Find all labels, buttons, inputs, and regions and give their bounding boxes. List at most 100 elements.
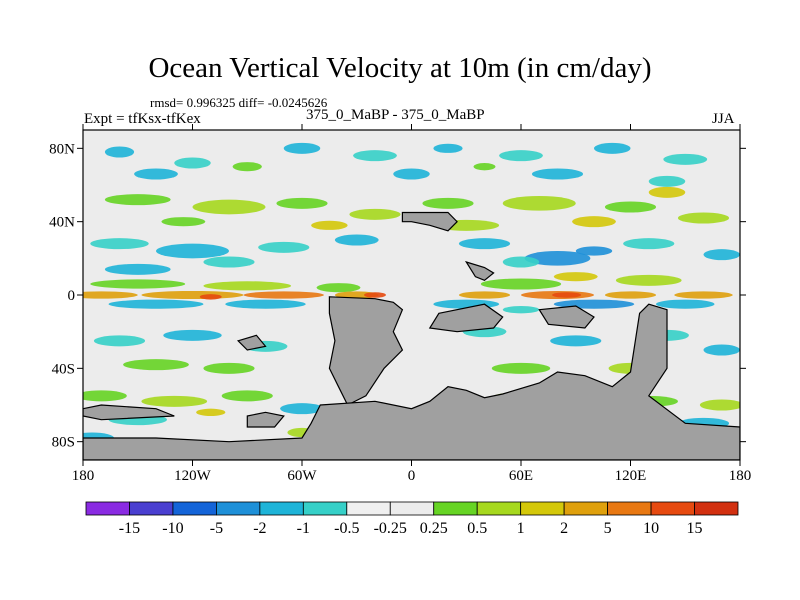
x-tick-label-2: 60W — [287, 468, 317, 484]
field-patch-39 — [90, 279, 186, 289]
field-patch-37 — [575, 246, 613, 256]
land-mass-6 — [428, 303, 504, 333]
y-tick-label-2: 0 — [68, 288, 76, 304]
field-patch-9 — [393, 168, 430, 180]
colorbar-swatch-0 — [85, 501, 130, 516]
field-patch-3 — [353, 150, 397, 162]
field-patch-34 — [703, 249, 740, 261]
land-mass-2 — [83, 404, 175, 421]
colorbar-swatch-6 — [346, 501, 391, 516]
field-patch-85 — [196, 408, 226, 417]
colorbar-swatch-11 — [563, 501, 609, 516]
field-patch-56 — [108, 299, 204, 309]
field-patch-30 — [334, 234, 379, 246]
field-patch-57 — [225, 299, 306, 309]
field-patch-6 — [594, 142, 631, 154]
field-patch-42 — [480, 278, 562, 290]
colorbar-label-10: 2 — [560, 520, 568, 537]
land-mass-8 — [236, 334, 267, 351]
field-patch-27 — [90, 238, 149, 250]
y-tick-label-3: 40S — [52, 361, 75, 377]
field-patch-73 — [491, 362, 551, 374]
colorbar-label-7: 0.25 — [420, 520, 448, 537]
land-mass-4 — [401, 211, 458, 232]
field-patch-36 — [104, 263, 171, 275]
field-patch-80 — [699, 399, 740, 411]
field-patch-12 — [232, 162, 262, 172]
runs-label: 375_0_MaBP - 375_0_MaBP — [306, 107, 485, 123]
field-patch-25 — [311, 220, 348, 230]
x-tick-label-6: 180 — [729, 468, 752, 484]
field-patch-7 — [663, 153, 708, 165]
field-patch-41 — [316, 283, 361, 293]
field-patch-14 — [104, 194, 171, 206]
colorbar-label-2: -5 — [210, 520, 223, 537]
field-patch-68 — [550, 335, 602, 347]
x-tick-label-1: 120W — [174, 468, 212, 484]
colorbar-swatch-7 — [389, 501, 435, 516]
colorbar-label-4: -1 — [297, 520, 310, 537]
land-mass-5 — [464, 260, 495, 281]
field-patch-64 — [163, 329, 222, 341]
land-masks — [83, 211, 740, 460]
x-tick-label-0: 180 — [72, 468, 95, 484]
colorbar-swatch-10 — [520, 501, 565, 516]
field-patch-19 — [502, 196, 576, 211]
x-tick-label-5: 120E — [615, 468, 647, 484]
field-patch-13 — [473, 163, 496, 171]
colorbar-swatch-9 — [476, 501, 522, 516]
season-label: JJA — [712, 111, 735, 127]
colorbar-label-12: 10 — [643, 520, 659, 537]
field-patch-31 — [458, 238, 511, 250]
colorbar-label-0: -15 — [119, 520, 140, 537]
colorbar-swatch-5 — [302, 501, 348, 516]
colorbar: -15 -10 -5 -2 -1 -0.5 -0.25 0.25 0.5 1 2 5 10 15 — [85, 501, 739, 537]
colorbar-label-1: -10 — [162, 520, 183, 537]
field-patch-4 — [433, 143, 463, 153]
field-patch-11 — [648, 175, 686, 187]
y-axis: 80N 40N 0 40S 80S — [49, 141, 746, 451]
field-patch-17 — [349, 208, 401, 220]
y-tick-label-4: 80S — [52, 435, 75, 451]
field-patch-21 — [677, 212, 730, 224]
colorbar-swatch-2 — [172, 501, 217, 516]
field-patch-46 — [141, 290, 244, 300]
colorbar-swatch-13 — [650, 501, 695, 516]
field-patch-47 — [243, 291, 324, 299]
field-patch-5 — [499, 150, 543, 162]
field-patch-20 — [604, 201, 657, 213]
field-patch-60 — [656, 299, 715, 309]
field-patch-10 — [531, 168, 584, 180]
field-patch-29 — [258, 241, 310, 253]
field-patch-35 — [203, 256, 255, 268]
field-patch-62 — [502, 306, 540, 314]
field-patch-33 — [623, 238, 675, 250]
colorbar-label-5: -0.5 — [334, 520, 359, 537]
field-patch-44 — [553, 272, 598, 282]
field-patch-32 — [524, 251, 591, 266]
field-patch-75 — [83, 390, 127, 402]
field-patch-8 — [134, 168, 178, 180]
land-mass-7 — [538, 305, 595, 329]
colorbar-label-9: 1 — [517, 520, 525, 537]
field-patch-28 — [156, 243, 229, 259]
field-patch-0 — [104, 146, 135, 158]
field-patch-82 — [280, 403, 324, 415]
x-axis: 180 120W 60W 0 60E 120E 180 — [72, 124, 752, 484]
stats-label: rmsd= 0.996325 diff= -0.0245626 — [150, 95, 328, 110]
field-patch-43 — [615, 274, 682, 286]
field-patch-52 — [674, 291, 733, 299]
colorbar-label-3: -2 — [253, 520, 266, 537]
colorbar-swatch-14 — [694, 501, 739, 516]
field-patch-53 — [364, 292, 386, 298]
colorbar-swatch-3 — [215, 501, 261, 516]
field-patch-40 — [203, 281, 292, 291]
x-tick-label-3: 0 — [408, 468, 416, 484]
colorbar-label-6: -0.25 — [374, 520, 407, 537]
colorbar-label-11: 5 — [604, 520, 612, 537]
y-tick-label-1: 40N — [49, 215, 75, 231]
field-patch-2 — [283, 142, 321, 154]
field-patch-18 — [422, 197, 474, 209]
field-patch-70 — [703, 344, 740, 356]
